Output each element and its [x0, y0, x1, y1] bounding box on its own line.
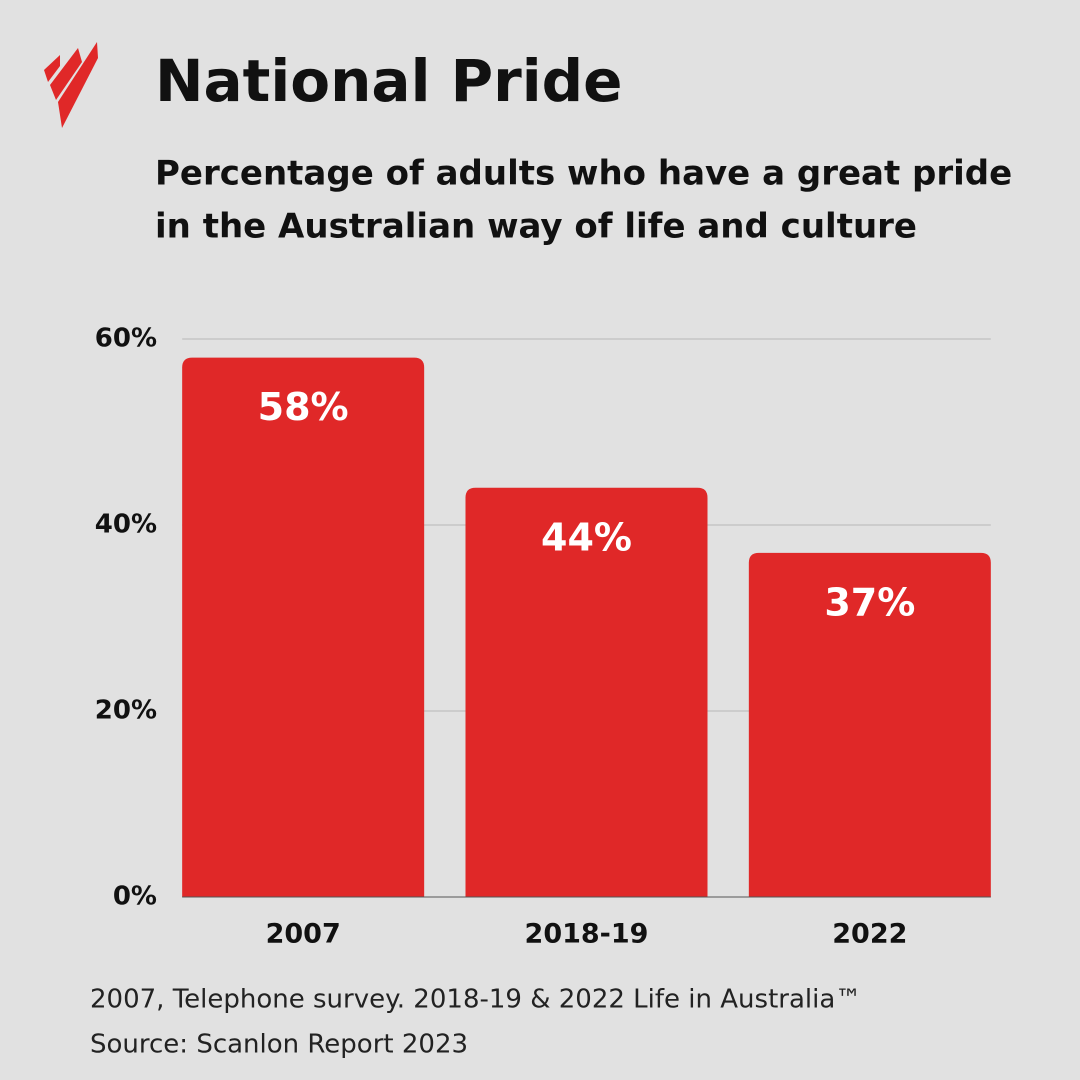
value-label: 58% — [258, 385, 349, 429]
chart-title: National Pride — [155, 47, 622, 115]
chart-subtitle: Percentage of adults who have a great pr… — [155, 154, 1012, 194]
y-tick-label: 40% — [95, 510, 157, 540]
y-tick-label: 60% — [95, 324, 157, 354]
x-tick-label: 2022 — [832, 919, 907, 950]
y-tick-label: 0% — [113, 882, 157, 912]
value-label: 37% — [824, 580, 915, 624]
chart-subtitle: in the Australian way of life and cultur… — [155, 207, 917, 247]
y-tick-label: 20% — [95, 696, 157, 726]
bar — [182, 357, 425, 898]
logo — [44, 42, 98, 128]
footnote: 2007, Telephone survey. 2018-19 & 2022 L… — [90, 985, 861, 1015]
bar — [465, 487, 708, 897]
x-tick-label: 2007 — [266, 919, 341, 950]
footnote: Source: Scanlon Report 2023 — [90, 1030, 468, 1060]
value-label: 44% — [541, 515, 632, 559]
bar — [748, 552, 991, 897]
x-tick-label: 2018-19 — [525, 919, 649, 950]
